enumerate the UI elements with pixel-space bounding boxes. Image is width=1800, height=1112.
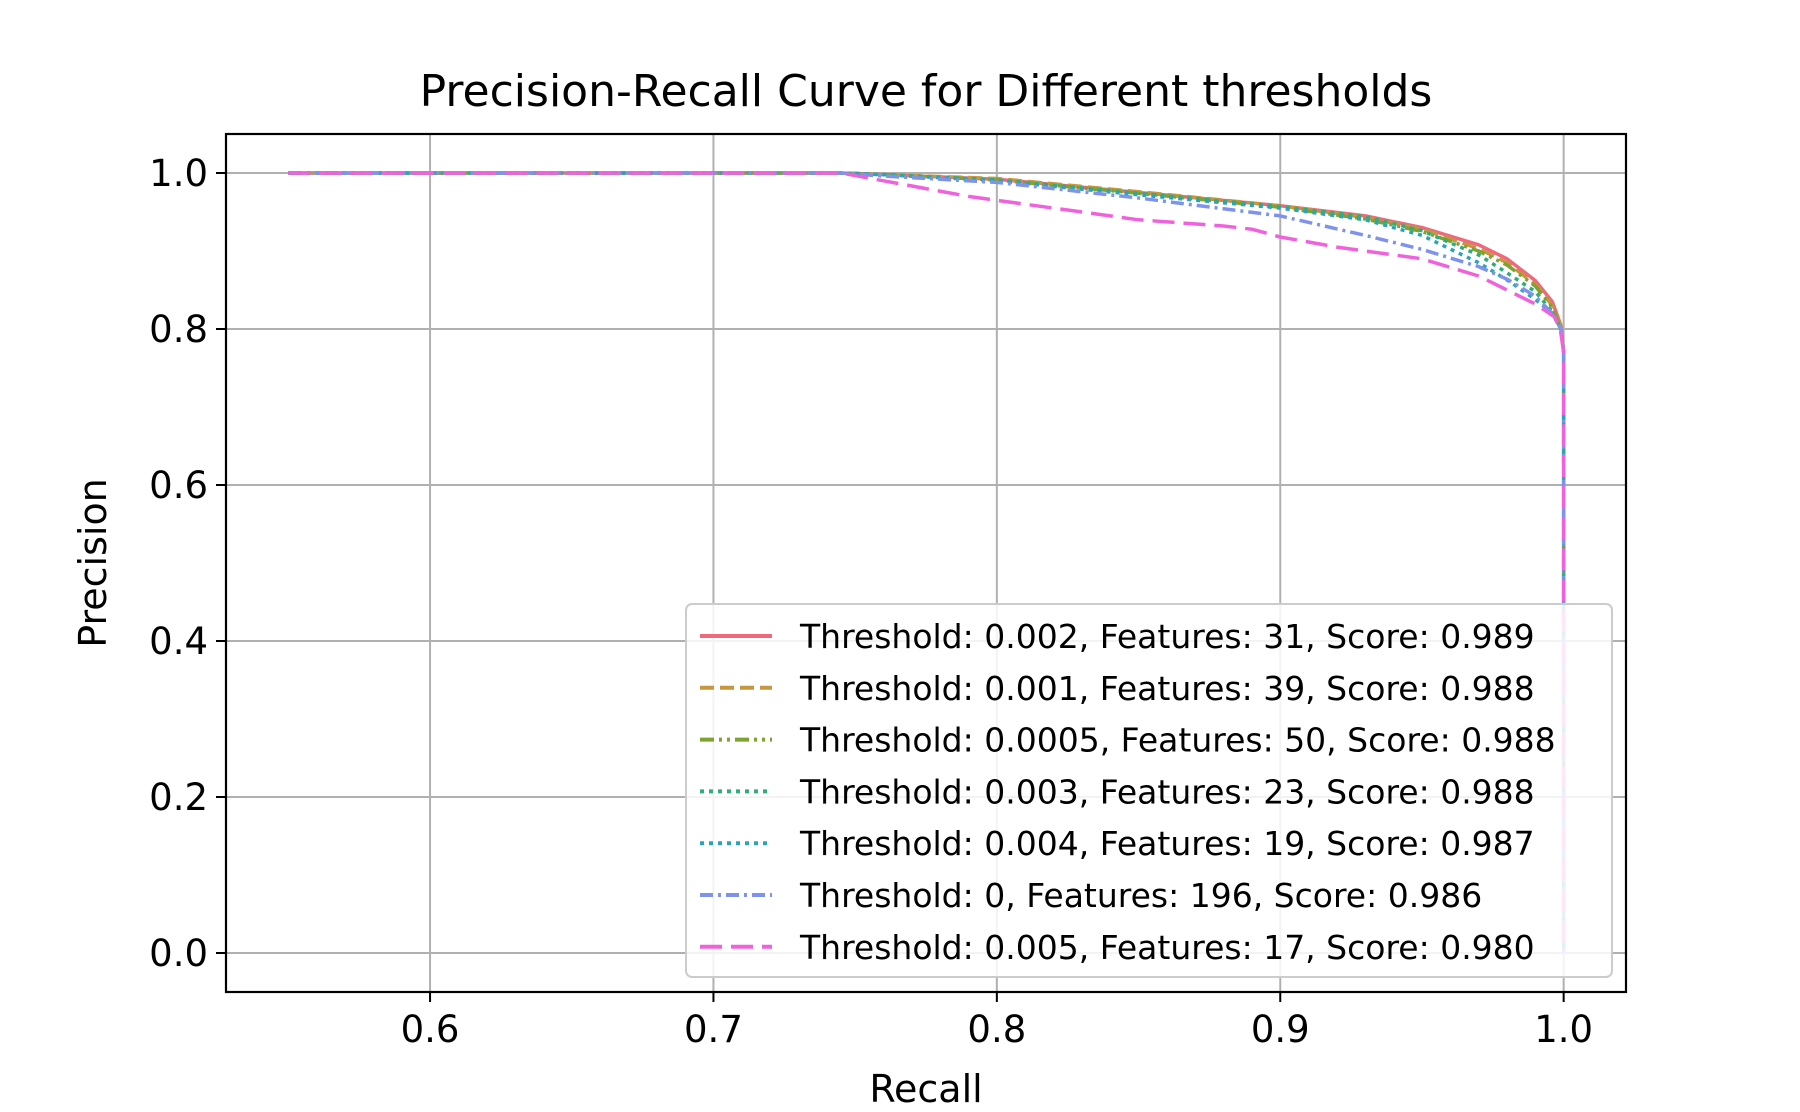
y-tick-label: 1.0 — [149, 152, 208, 195]
legend-label: Threshold: 0, Features: 196, Score: 0.98… — [799, 876, 1482, 915]
plot-frame — [224, 132, 1628, 994]
legend-label: Threshold: 0.004, Features: 19, Score: 0… — [799, 824, 1535, 863]
legend: Threshold: 0.002, Features: 31, Score: 0… — [685, 603, 1613, 978]
legend-label: Threshold: 0.002, Features: 31, Score: 0… — [799, 617, 1535, 656]
chart-title: Precision-Recall Curve for Different thr… — [420, 66, 1433, 117]
legend-label: Threshold: 0.005, Features: 17, Score: 0… — [799, 928, 1535, 967]
legend-box — [685, 603, 1613, 978]
legend-label: Threshold: 0.0005, Features: 50, Score: … — [799, 721, 1556, 760]
y-axis-title: Precision — [71, 478, 115, 648]
series-line-7 — [288, 171, 1566, 953]
axis-ticks: 0.6 0.7 0.8 0.9 1.0 0.0 0.2 0.4 0.6 0.8 1.0 — [149, 152, 1593, 1051]
y-tick-label: 0.2 — [149, 776, 208, 819]
series-line-6 — [288, 171, 1566, 953]
y-tick-label: 0.8 — [149, 308, 208, 351]
x-axis-title: Recall — [869, 1067, 982, 1111]
y-tick-label: 0.0 — [149, 932, 208, 975]
x-tick-label: 0.8 — [967, 1008, 1026, 1051]
x-tick-label: 0.9 — [1251, 1008, 1310, 1051]
series-lines — [288, 171, 1566, 953]
x-tick-label: 1.0 — [1534, 1008, 1593, 1051]
legend-label: Threshold: 0.001, Features: 39, Score: 0… — [799, 669, 1535, 708]
legend-label: Threshold: 0.003, Features: 23, Score: 0… — [799, 772, 1535, 811]
x-tick-label: 0.7 — [684, 1008, 743, 1051]
x-tick-label: 0.6 — [401, 1008, 460, 1051]
y-tick-label: 0.4 — [149, 620, 208, 663]
y-tick-label: 0.6 — [149, 464, 208, 507]
